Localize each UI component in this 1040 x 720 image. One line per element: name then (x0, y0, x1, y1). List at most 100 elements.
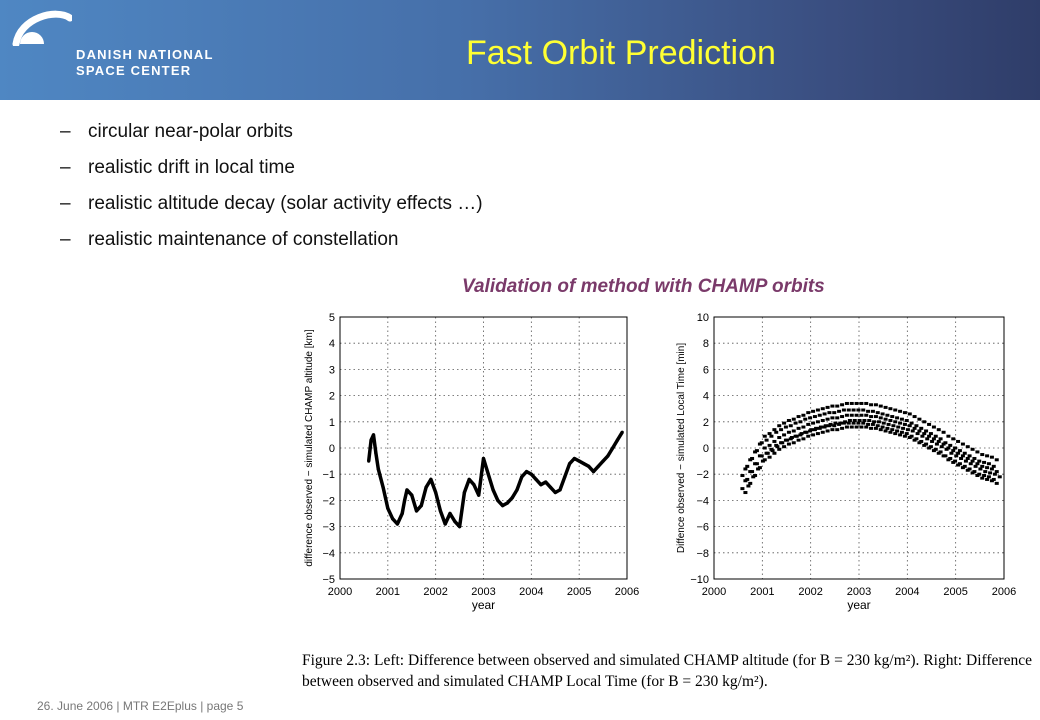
data-point (905, 428, 910, 432)
data-point (582, 462, 586, 466)
data-point (862, 418, 867, 422)
data-point (977, 459, 982, 463)
data-point (975, 462, 980, 466)
data-point (524, 469, 529, 474)
data-point (754, 449, 759, 453)
data-point (367, 459, 371, 463)
data-point (989, 455, 994, 459)
data-point (757, 466, 762, 470)
data-point (481, 456, 486, 461)
data-point (764, 438, 769, 442)
data-point (544, 480, 548, 484)
data-point (870, 409, 875, 413)
data-point (762, 434, 767, 438)
data-point-cluster (890, 408, 901, 436)
data-point (772, 451, 777, 455)
data-point (424, 485, 428, 489)
bullet-item: – circular near-polar orbits (60, 118, 483, 154)
y-tick-label: −5 (322, 574, 335, 586)
data-point (402, 498, 407, 502)
data-point (827, 424, 832, 428)
data-point (815, 408, 820, 412)
y-tick-label: 0 (329, 443, 335, 455)
data-point (796, 415, 801, 419)
data-point (967, 467, 972, 471)
data-point-cluster (895, 409, 906, 437)
data-point (948, 443, 953, 447)
data-point (922, 420, 927, 424)
data-point (777, 447, 782, 451)
data-point (501, 504, 505, 508)
data-point (782, 421, 787, 425)
data-point (899, 430, 904, 434)
data-point (391, 517, 395, 521)
data-point (902, 422, 907, 426)
data-point (467, 477, 471, 482)
data-point (846, 421, 851, 425)
series-line (366, 431, 624, 529)
x-tick-label: 2002 (423, 586, 447, 598)
data-point (553, 490, 557, 495)
data-point-cluster (875, 404, 886, 432)
y-tick-label: −10 (690, 574, 709, 586)
data-point (856, 421, 861, 425)
data-point (985, 454, 990, 458)
data-point (880, 412, 885, 416)
data-point (960, 454, 965, 458)
data-point (798, 420, 803, 424)
data-point (985, 466, 990, 470)
data-point (754, 462, 759, 466)
data-point (840, 415, 845, 419)
data-point (859, 425, 864, 429)
data-point (994, 481, 999, 485)
data-point (772, 439, 777, 443)
data-point (808, 429, 813, 433)
data-point (876, 420, 881, 424)
data-point (907, 424, 912, 428)
data-point (820, 418, 825, 422)
x-axis-label: year (472, 598, 495, 612)
data-point-cluster (827, 404, 838, 432)
data-point (856, 408, 861, 412)
data-point (777, 424, 782, 428)
data-point (970, 447, 975, 451)
data-point (957, 462, 962, 466)
data-point (949, 451, 954, 455)
data-point (878, 428, 883, 432)
x-axis-label: year (847, 598, 870, 612)
altitude-difference-chart: 2000 2001 2002 2003 2004 2005 2006 5 4 3 2 1 0 −1 −2 −3… (304, 312, 639, 612)
data-point (777, 436, 782, 440)
data-point (835, 428, 840, 432)
data-point (910, 429, 915, 433)
x-tick-label: 2006 (992, 586, 1016, 598)
logo-arc-icon (12, 10, 72, 46)
data-point (796, 426, 801, 430)
data-point (793, 434, 798, 438)
data-point (750, 456, 755, 460)
footer: 26. June 2006 | MTR E2Eplus | page 5 (37, 699, 244, 713)
data-point (510, 496, 514, 500)
data-point-cluster (977, 453, 988, 480)
data-point (769, 447, 774, 451)
data-point (983, 470, 988, 474)
logo: DANISH NATIONAL SPACE CENTER (76, 47, 214, 79)
data-point (374, 451, 378, 455)
data-point (980, 453, 985, 457)
data-point (953, 446, 958, 450)
data-point (746, 484, 751, 488)
data-point (827, 411, 832, 415)
data-point (815, 420, 820, 424)
data-point (395, 522, 399, 526)
data-point (434, 490, 438, 495)
data-point (864, 413, 869, 417)
data-point (820, 430, 825, 434)
data-point (841, 421, 846, 425)
data-point (846, 408, 851, 412)
data-point (919, 426, 924, 430)
data-point (951, 449, 956, 453)
data-point (764, 451, 769, 455)
data-point (978, 467, 983, 471)
y-tick-label: 0 (703, 443, 709, 455)
data-point (875, 411, 880, 415)
data-point (806, 434, 811, 438)
